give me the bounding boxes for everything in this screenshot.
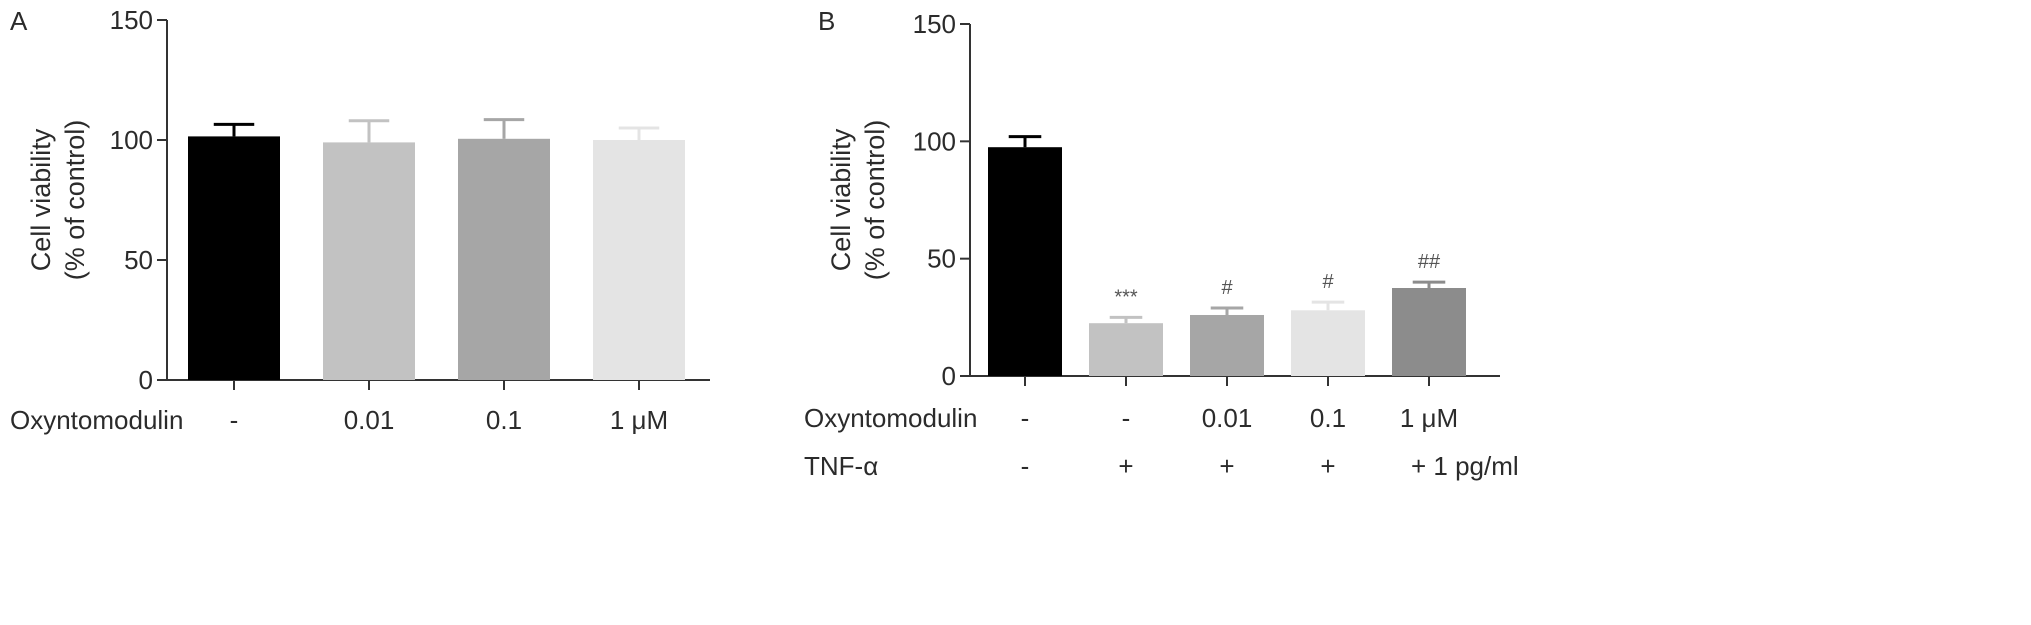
y-tick-label: 100 bbox=[913, 126, 956, 156]
condition-value: 0.1 bbox=[486, 405, 522, 435]
significance-label: ## bbox=[1418, 251, 1441, 273]
bar bbox=[593, 140, 685, 380]
condition-value: 1 μM bbox=[610, 405, 668, 435]
panel-b-chart: B Cell viability (% of control) 0 50 100 150 **… bbox=[804, 6, 1519, 481]
y-tick-label: 100 bbox=[110, 125, 153, 155]
panel-letter: B bbox=[818, 6, 835, 36]
bar bbox=[1291, 310, 1365, 376]
bar bbox=[1392, 288, 1466, 376]
y-axis-label-units: (% of control) bbox=[860, 120, 890, 281]
condition-value: - bbox=[1021, 451, 1030, 481]
condition-value: + bbox=[1118, 451, 1133, 481]
bar bbox=[988, 147, 1062, 376]
condition-value: + 1 pg/ml bbox=[1411, 451, 1519, 481]
y-tick-label: 150 bbox=[913, 9, 956, 39]
y-tick-label: 150 bbox=[110, 5, 153, 35]
condition-value: - bbox=[1021, 403, 1030, 433]
significance-label: *** bbox=[1114, 286, 1138, 308]
condition-value: - bbox=[1122, 403, 1131, 433]
bar bbox=[1190, 314, 1264, 376]
y-tick-label: 0 bbox=[942, 361, 956, 391]
significance-label: # bbox=[1221, 277, 1233, 299]
condition-value: 0.1 bbox=[1310, 403, 1346, 433]
bar bbox=[458, 138, 550, 380]
condition-value: 0.01 bbox=[1202, 403, 1253, 433]
panel-a-chart: A Cell viability (% of control) 0 50 100 150 Ox… bbox=[10, 5, 710, 435]
panel-letter: A bbox=[10, 6, 28, 36]
condition-value: 1 μM bbox=[1400, 403, 1458, 433]
y-tick-label: 50 bbox=[927, 244, 956, 274]
y-axis-label: Cell viability bbox=[26, 128, 56, 271]
condition-row-label: Oxyntomodulin bbox=[804, 403, 977, 433]
condition-row-label: TNF-α bbox=[804, 451, 878, 481]
y-tick-label: 50 bbox=[124, 245, 153, 275]
y-axis-label-units: (% of control) bbox=[60, 120, 90, 281]
significance-label: # bbox=[1322, 271, 1334, 293]
y-axis-label: Cell viability bbox=[826, 128, 856, 271]
bar bbox=[323, 142, 415, 380]
condition-value: + bbox=[1219, 451, 1234, 481]
bar bbox=[1089, 323, 1163, 376]
condition-value: + bbox=[1320, 451, 1335, 481]
condition-value: 0.01 bbox=[344, 405, 395, 435]
condition-value: - bbox=[230, 405, 239, 435]
bar bbox=[188, 136, 280, 380]
y-tick-label: 0 bbox=[139, 365, 153, 395]
condition-row-label: Oxyntomodulin bbox=[10, 405, 183, 435]
